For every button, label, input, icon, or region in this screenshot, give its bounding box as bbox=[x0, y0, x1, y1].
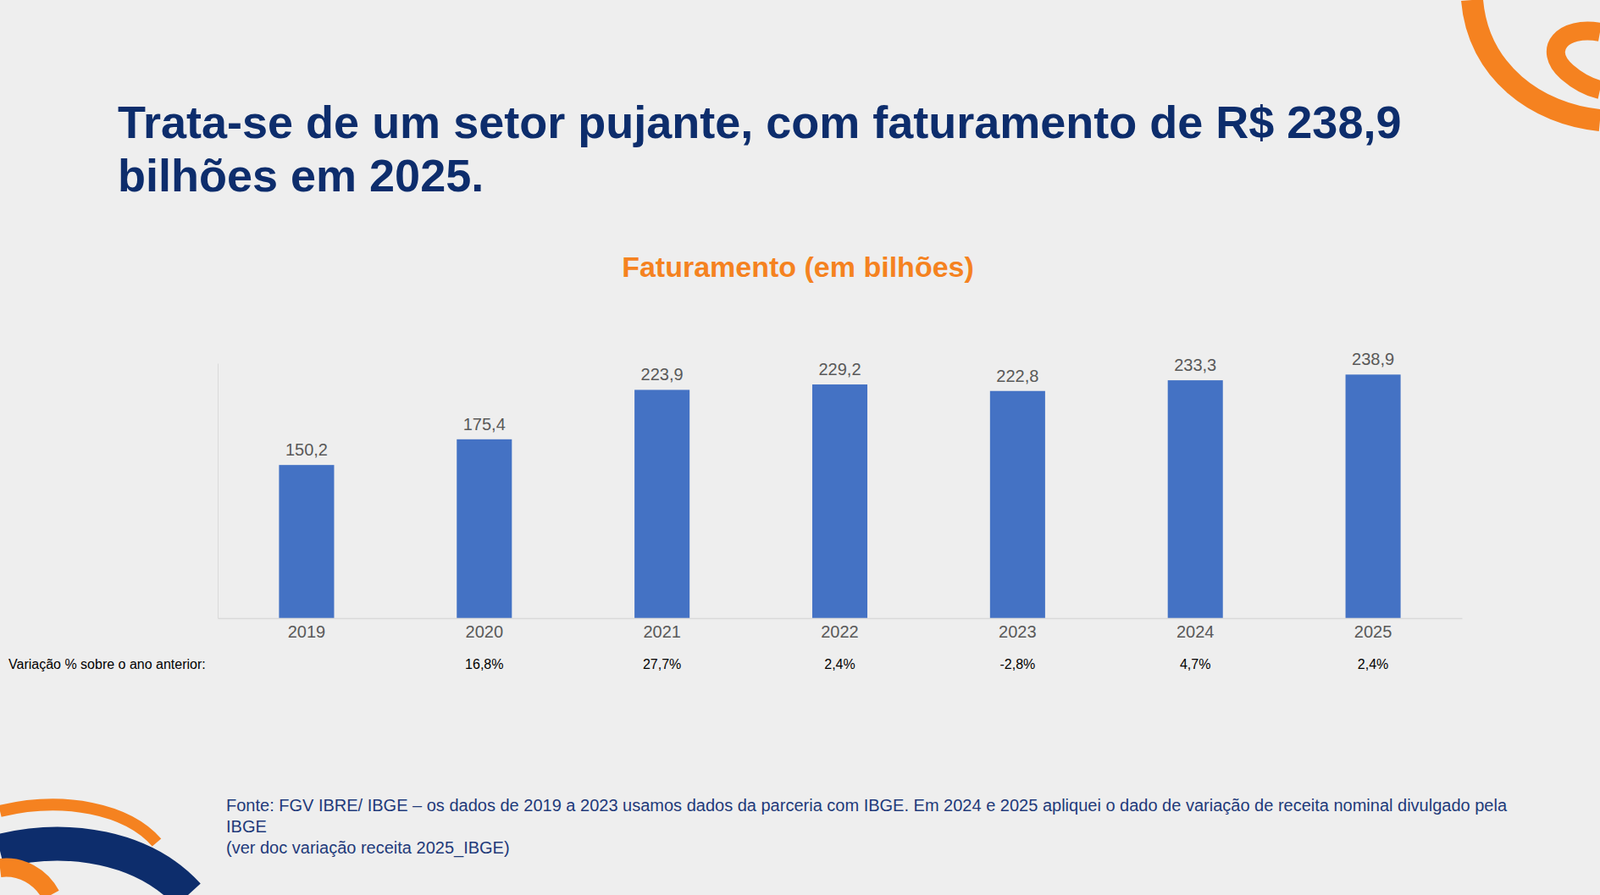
variation-value: 2,4% bbox=[824, 657, 855, 672]
bar bbox=[1345, 374, 1401, 619]
title: Trata-se de um setor pujante, com fatura… bbox=[117, 96, 1401, 201]
tick: 2025 bbox=[1354, 618, 1393, 642]
bar bbox=[990, 391, 1046, 619]
bar bbox=[1168, 380, 1224, 619]
page: Trata-se de um setor pujante, com fatura… bbox=[0, 0, 1600, 895]
tick: 2022 bbox=[820, 618, 859, 642]
data-label: 238,9 bbox=[1351, 349, 1395, 369]
variation-value: 16,8% bbox=[465, 657, 504, 672]
axis-line bbox=[218, 618, 1463, 621]
text-line: bilhões em 2025. bbox=[117, 149, 484, 201]
text-line: Fonte: FGV IBRE/ IBGE – os dados de 2019… bbox=[226, 796, 1508, 815]
data-label: 233,3 bbox=[1173, 355, 1217, 375]
swoosh bbox=[0, 868, 51, 895]
text-line: Trata-se de um setor pujante, com fatura… bbox=[117, 96, 1401, 148]
tick-label: 2020 bbox=[465, 622, 504, 642]
bar bbox=[456, 439, 512, 619]
data-label: 175,4 bbox=[463, 415, 506, 434]
tick-label: 2023 bbox=[998, 622, 1037, 642]
data-label: 229,2 bbox=[818, 359, 861, 379]
bar bbox=[812, 384, 868, 619]
variation-value: 27,7% bbox=[642, 657, 681, 672]
tick-label: 2022 bbox=[820, 622, 859, 642]
variation-value: -2,8% bbox=[999, 657, 1036, 672]
axis-line bbox=[217, 364, 219, 620]
swoosh bbox=[1472, 0, 1600, 121]
variation-value: 2,4% bbox=[1357, 657, 1389, 672]
data-labels: 150,2 175,4 223,9 229,2 222,8 233,3 238,9 bbox=[285, 349, 1395, 460]
variation-label: Variação % sobre o ano anterior: bbox=[8, 657, 206, 672]
tick-label: 2024 bbox=[1176, 622, 1215, 642]
tick: 2021 bbox=[642, 618, 681, 642]
swoosh bbox=[0, 804, 157, 843]
tick: 2023 bbox=[998, 618, 1037, 642]
source-note: (ver doc variação receita 2025_IBGE) bbox=[226, 838, 510, 859]
tick: 2024 bbox=[1176, 618, 1215, 642]
data-label: 150,2 bbox=[285, 440, 328, 460]
text-line: IBGE bbox=[226, 817, 267, 836]
background bbox=[0, 0, 1600, 895]
bar bbox=[278, 465, 334, 619]
tick-label: 2025 bbox=[1354, 622, 1393, 642]
variation-row: Variação % sobre o ano anterior: 16,8% 27,… bbox=[8, 657, 1389, 672]
tick: 2020 bbox=[465, 618, 504, 642]
text-line: (ver doc variação receita 2025_IBGE) bbox=[226, 838, 510, 859]
data-label: 223,9 bbox=[641, 365, 684, 384]
bar bbox=[634, 389, 690, 619]
swoosh bbox=[1555, 31, 1600, 90]
source-note: Fonte: FGV IBRE/ IBGE – os dados de 2019… bbox=[226, 796, 1508, 836]
x-axis: 2019 2020 2021 2022 2023 2024 2025 bbox=[218, 618, 1463, 642]
chart-title: Faturamento (em bilhões) bbox=[621, 250, 975, 283]
swoosh bbox=[0, 844, 189, 895]
tick-label: 2021 bbox=[642, 622, 681, 642]
bars bbox=[278, 374, 1401, 619]
decoration bbox=[0, 0, 1600, 895]
tick: 2019 bbox=[287, 618, 327, 642]
data-label: 222,8 bbox=[996, 366, 1039, 386]
y-axis bbox=[217, 364, 219, 620]
tick-label: 2019 bbox=[287, 622, 327, 642]
variation-value: 4,7% bbox=[1179, 657, 1211, 672]
